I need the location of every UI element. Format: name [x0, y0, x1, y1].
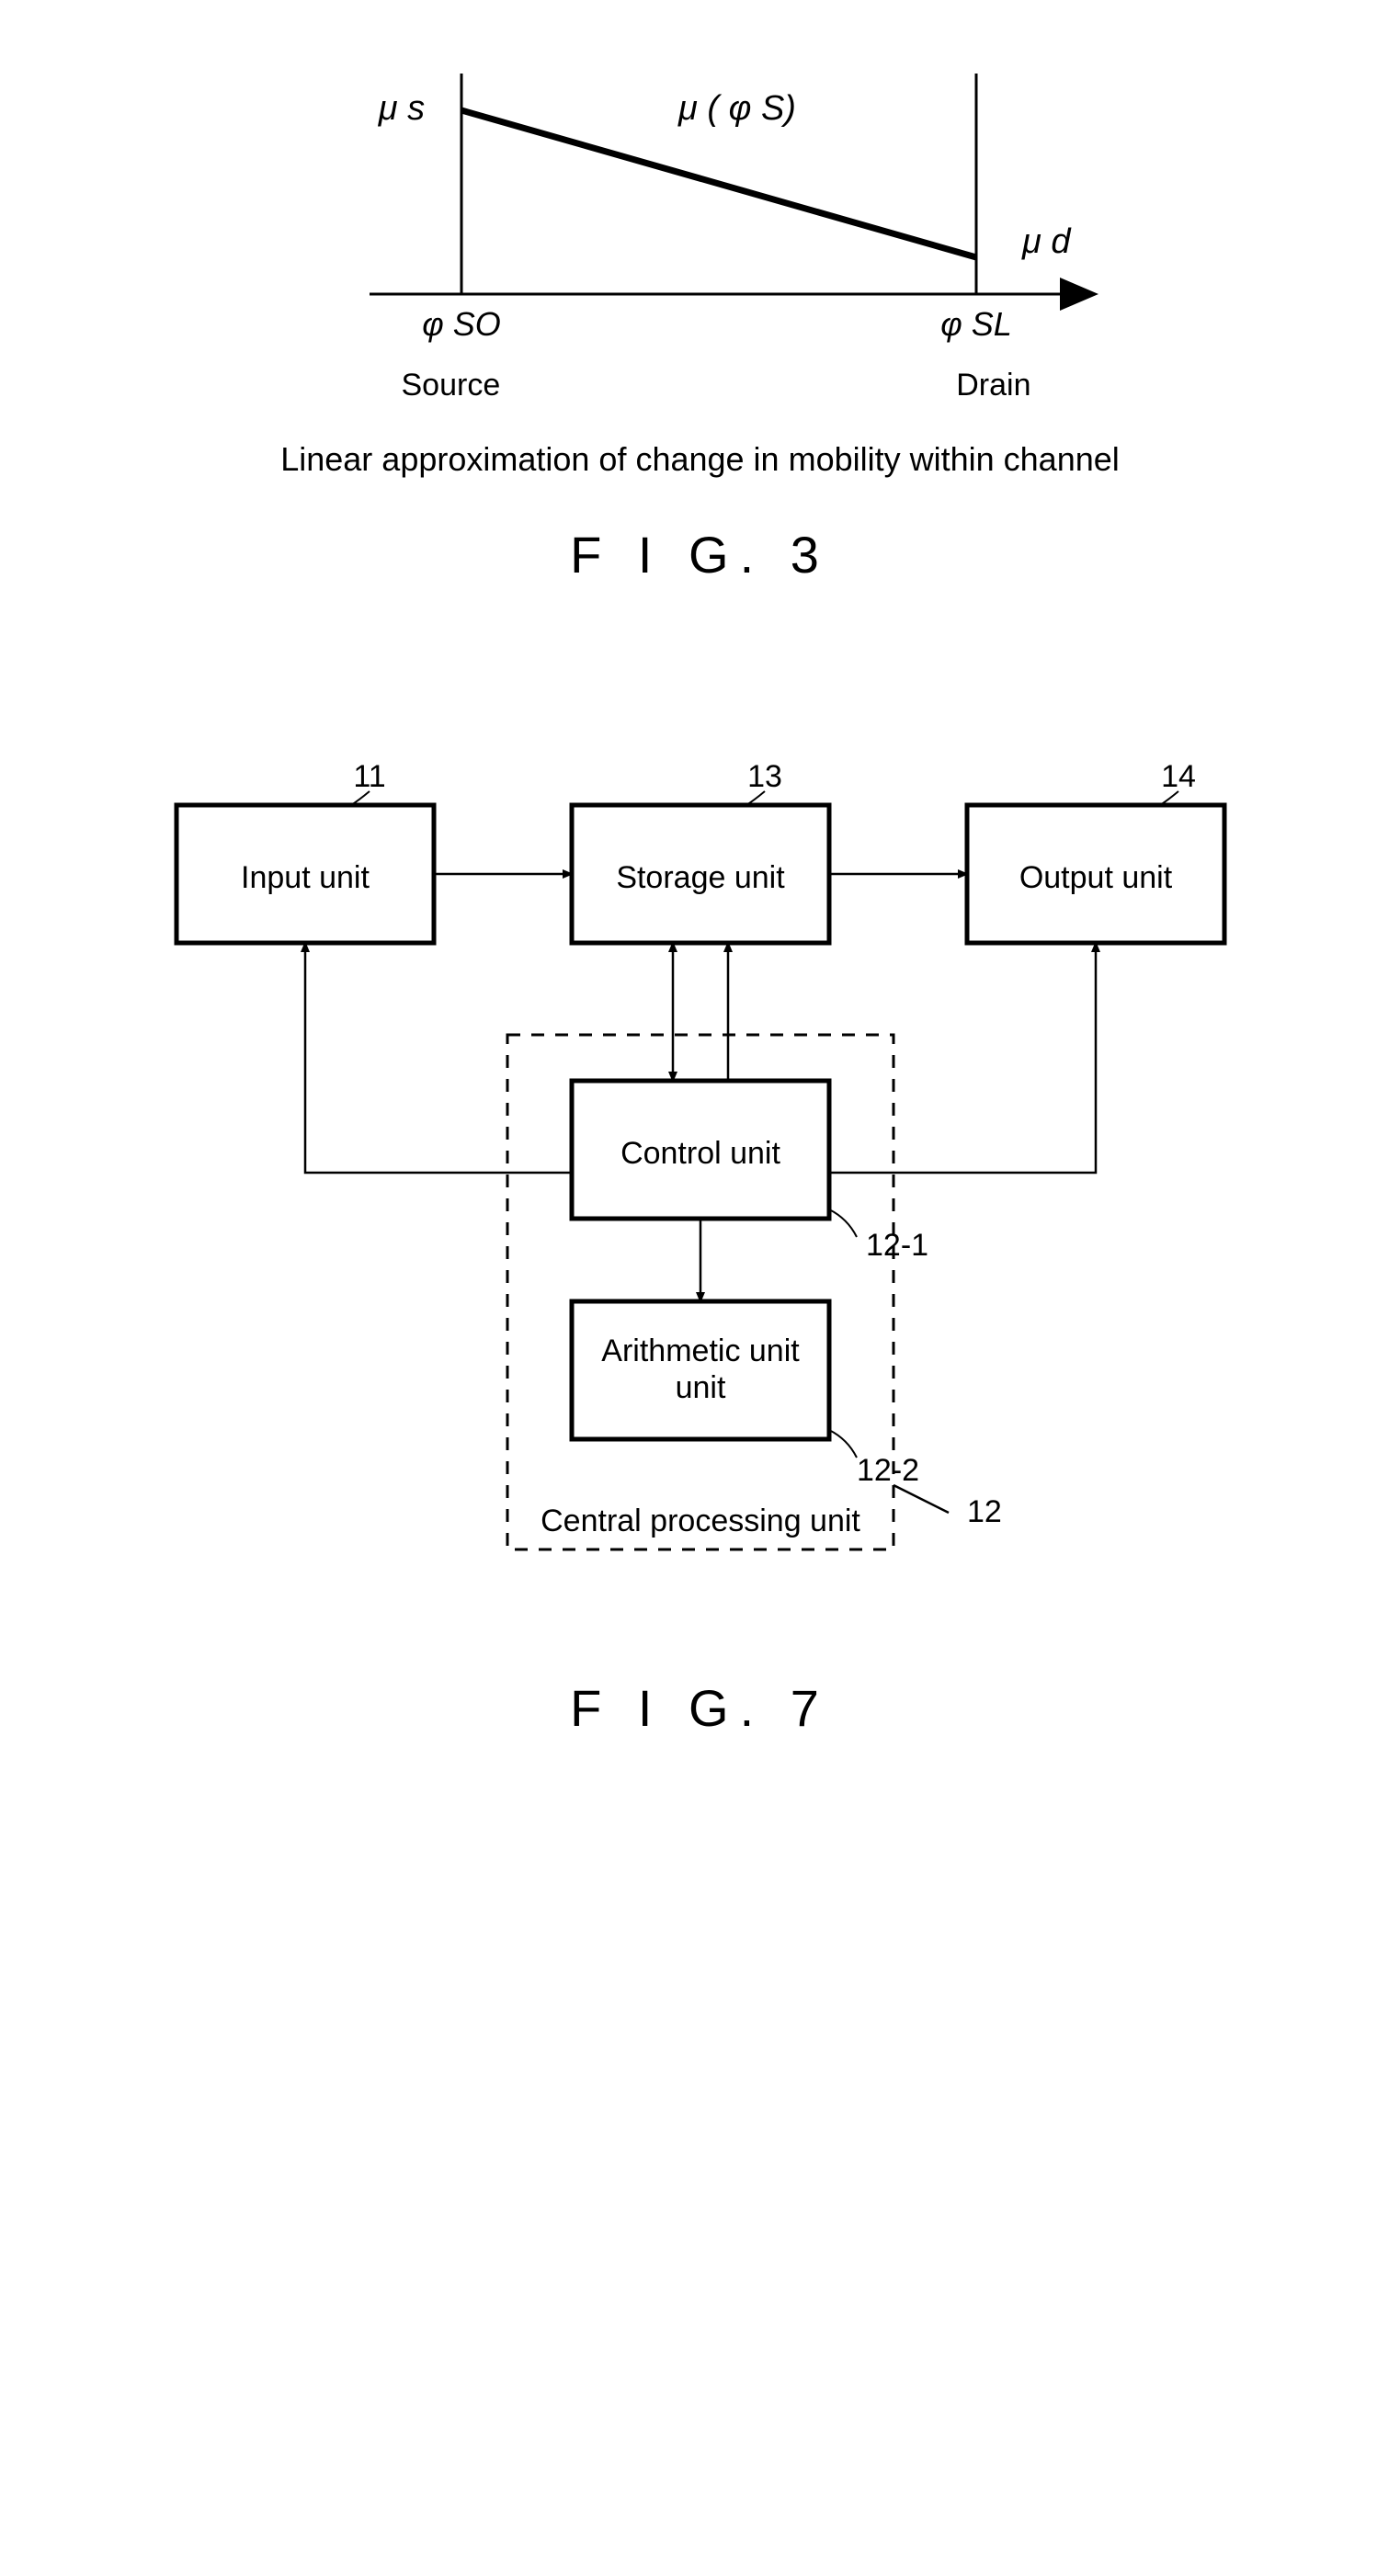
svg-text:Input unit: Input unit [241, 860, 370, 895]
label-phi-sl: φ SL [940, 305, 1012, 343]
svg-text:Storage unit: Storage unit [616, 860, 785, 895]
cpu-ref: 12 [967, 1494, 1002, 1529]
svg-text:14: 14 [1161, 759, 1196, 794]
label-mu-s: μ s [377, 89, 424, 128]
label-phi-so: φ SO [422, 305, 501, 343]
node-input: Input unit 11 [176, 759, 434, 943]
figure-7: Central processing unit 12 Input unit 11… [110, 750, 1290, 1738]
fig7-title: F I G. 7 [110, 1678, 1290, 1738]
node-output: Output unit 14 [967, 759, 1224, 943]
label-mu-phi-s: μ ( φ S) [677, 89, 796, 128]
fig3-caption: Linear approximation of change in mobili… [110, 440, 1290, 479]
svg-text:Control unit: Control unit [620, 1136, 780, 1171]
fig3-chart: μ s μ ( φ S) μ d φ SO φ SL [259, 55, 1142, 368]
mobility-line [461, 110, 976, 257]
edge-control-output [829, 943, 1096, 1173]
svg-text:unit: unit [675, 1370, 725, 1405]
node-arith: Arithmetic unit unit 12-2 [572, 1301, 919, 1488]
svg-text:11: 11 [353, 759, 385, 794]
fig3-title: F I G. 3 [110, 525, 1290, 584]
cpu-ref-leader [893, 1485, 949, 1513]
svg-text:12-1: 12-1 [866, 1228, 928, 1263]
cpu-group-label: Central processing unit [541, 1504, 860, 1538]
svg-text:Output unit: Output unit [1019, 860, 1172, 895]
figure-3: μ s μ ( φ S) μ d φ SO φ SL Source Drain … [110, 55, 1290, 584]
svg-text:13: 13 [747, 759, 782, 794]
fig7-diagram: Central processing unit 12 Input unit 11… [121, 750, 1280, 1632]
label-mu-d: μ d [1021, 222, 1072, 261]
svg-text:12-2: 12-2 [857, 1453, 919, 1488]
svg-text:Arithmetic unit: Arithmetic unit [601, 1333, 800, 1368]
node-storage: Storage unit 13 [572, 759, 829, 943]
label-source: Source [402, 368, 501, 403]
label-drain: Drain [956, 368, 1030, 403]
edge-control-input [305, 943, 572, 1173]
